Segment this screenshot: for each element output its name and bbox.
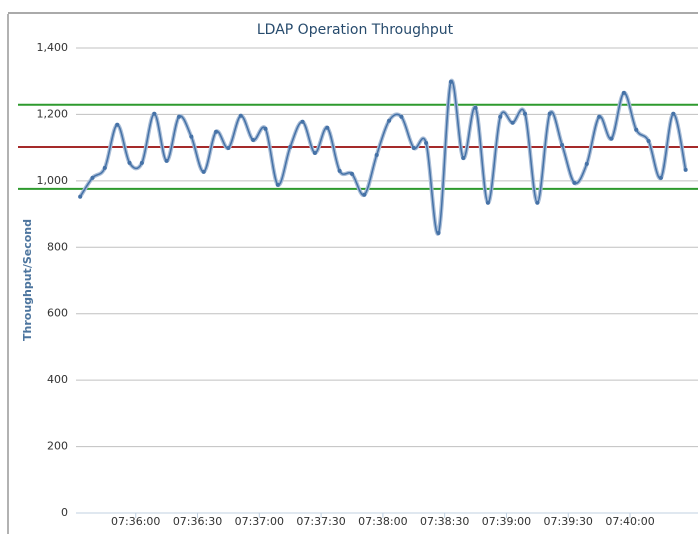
data-point	[510, 120, 515, 125]
data-point	[634, 127, 639, 132]
x-tick-label: 07:40:00	[605, 515, 654, 528]
data-point	[251, 138, 256, 143]
x-tick-label: 07:37:30	[296, 515, 345, 528]
x-tick-label: 07:36:00	[111, 515, 160, 528]
y-tick-label: 800	[47, 240, 68, 253]
data-point	[189, 134, 194, 139]
data-point	[436, 231, 441, 236]
data-point	[127, 160, 132, 165]
data-point	[312, 150, 317, 155]
data-point	[164, 158, 169, 163]
data-point	[226, 145, 231, 150]
data-point	[176, 114, 181, 119]
data-point	[102, 165, 107, 170]
data-point	[325, 125, 330, 130]
data-point	[387, 118, 392, 123]
data-point	[485, 200, 490, 205]
data-point	[139, 160, 144, 165]
y-tick-label: 1,400	[37, 41, 69, 54]
x-tick-label: 07:37:00	[235, 515, 284, 528]
data-point	[78, 194, 83, 199]
data-point	[424, 140, 429, 145]
data-point	[461, 155, 466, 160]
data-point	[411, 145, 416, 150]
data-point	[671, 111, 676, 116]
x-tick-label: 07:39:30	[544, 515, 593, 528]
data-point	[288, 144, 293, 149]
data-point	[337, 168, 342, 173]
y-tick-label: 200	[47, 440, 68, 453]
data-point	[300, 119, 305, 124]
x-tick-label: 07:36:30	[173, 515, 222, 528]
data-point	[214, 129, 219, 134]
data-point	[362, 192, 367, 197]
data-point	[498, 114, 503, 119]
data-point	[238, 113, 243, 118]
data-point	[201, 169, 206, 174]
data-point	[349, 171, 354, 176]
data-point	[547, 111, 552, 116]
data-point	[621, 90, 626, 95]
data-point	[609, 136, 614, 141]
data-point	[658, 175, 663, 180]
data-point	[473, 105, 478, 110]
y-tick-label: 400	[47, 373, 68, 386]
series-line-halo	[78, 78, 688, 236]
series-line	[79, 79, 687, 235]
data-point	[522, 111, 527, 116]
y-tick-label: 0	[61, 506, 68, 519]
data-point	[584, 161, 589, 166]
data-point	[263, 126, 268, 131]
x-tick-label: 07:38:30	[420, 515, 469, 528]
data-point	[448, 79, 453, 84]
data-point	[275, 182, 280, 187]
data-point	[399, 114, 404, 119]
data-point	[535, 200, 540, 205]
chart-title: LDAP Operation Throughput	[257, 22, 454, 38]
data-point	[560, 142, 565, 147]
x-tick-label: 07:38:00	[358, 515, 407, 528]
y-tick-label: 600	[47, 307, 68, 320]
data-point	[90, 175, 95, 180]
y-tick-label: 1,200	[37, 107, 69, 120]
data-point	[115, 122, 120, 127]
data-point	[152, 111, 157, 116]
y-tick-label: 1,000	[37, 174, 69, 187]
y-axis-label: Throughput/Second	[21, 219, 34, 341]
data-point	[374, 152, 379, 157]
x-tick-label: 07:39:00	[482, 515, 531, 528]
data-point	[572, 180, 577, 185]
data-point	[646, 139, 651, 143]
data-point	[597, 114, 602, 119]
data-point	[683, 167, 688, 172]
